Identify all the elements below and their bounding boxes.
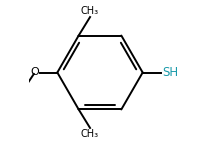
Text: SH: SH [163,66,179,79]
Text: CH₃: CH₃ [81,129,99,139]
Text: CH₃: CH₃ [81,6,99,16]
Text: O: O [30,67,39,77]
